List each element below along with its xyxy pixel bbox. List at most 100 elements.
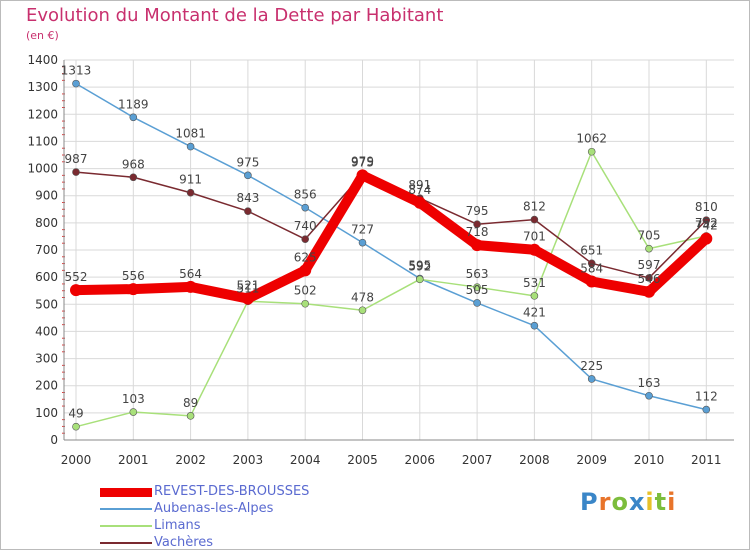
data-point-aubenas-les-alpes (72, 79, 80, 88)
chart-title: Evolution du Montant de la Dette par Hab… (26, 5, 444, 26)
data-point-vacheres (301, 235, 310, 243)
data-label-vacheres: 911 (179, 173, 202, 187)
series-line-limans (75, 150, 708, 428)
data-label-revest-des-brousses: 564 (179, 267, 202, 281)
y-tick-label: 1300 (27, 80, 58, 94)
x-tick-label: 2002 (175, 453, 206, 467)
data-label-limans: 511 (236, 281, 259, 295)
data-point-vacheres (645, 274, 653, 282)
logo-letter: t (654, 488, 668, 516)
data-label-aubenas-les-alpes: 975 (236, 155, 259, 169)
y-tick-label: 1100 (27, 134, 58, 148)
logo-letter: o (611, 488, 629, 516)
data-point-limans (72, 422, 80, 431)
logo-letter: P (580, 488, 599, 516)
data-label-limans: 705 (638, 229, 661, 243)
data-label-limans: 531 (523, 276, 546, 290)
data-label-limans: 49 (68, 407, 83, 421)
y-tick-label: 800 (35, 216, 58, 230)
data-point-limans (645, 244, 653, 253)
data-label-aubenas-les-alpes: 727 (351, 223, 374, 237)
x-tick-label: 2005 (347, 453, 378, 467)
data-label-vacheres: 810 (695, 200, 718, 214)
data-point-limans (186, 412, 195, 420)
data-label-vacheres: 979 (351, 154, 374, 168)
data-label-limans: 752 (695, 216, 718, 230)
y-tick-label: 300 (35, 352, 58, 366)
data-label-vacheres: 651 (580, 243, 603, 257)
data-point-limans (415, 275, 424, 284)
data-point-revest-des-brousses (127, 283, 140, 296)
data-label-revest-des-brousses: 521 (236, 279, 259, 293)
data-point-limans (473, 283, 481, 291)
data-label-vacheres: 843 (236, 191, 259, 205)
legend-label: Vachères (154, 535, 214, 550)
data-point-revest-des-brousses (70, 284, 82, 297)
y-tick-label: 0 (50, 433, 58, 447)
x-tick-label: 2011 (691, 453, 722, 467)
data-label-aubenas-les-alpes: 421 (523, 306, 546, 320)
y-tick-label: 1200 (27, 107, 58, 121)
data-label-aubenas-les-alpes: 856 (294, 188, 317, 202)
x-tick-label: 2001 (118, 453, 149, 467)
data-point-vacheres (587, 259, 596, 268)
legend-swatch (100, 487, 152, 497)
x-tick-label: 2000 (61, 453, 92, 467)
data-label-revest-des-brousses: 874 (408, 183, 431, 197)
x-tick-label: 2009 (576, 453, 607, 467)
data-label-aubenas-les-alpes: 163 (638, 376, 661, 390)
line-chart: 0 100 200 300 400 500 600 700 800 900 1000 1100 1200… (27, 53, 734, 467)
data-label-revest-des-brousses: 742 (695, 219, 718, 233)
data-label-limans: 592 (408, 259, 431, 273)
data-label-vacheres: 891 (408, 178, 431, 192)
data-point-limans (129, 408, 138, 416)
data-label-vacheres: 597 (638, 258, 661, 272)
data-label-vacheres: 795 (466, 204, 489, 218)
data-label-revest-des-brousses: 718 (466, 225, 489, 239)
x-tick-label: 2003 (233, 453, 264, 467)
data-point-limans (358, 306, 367, 315)
data-point-vacheres (72, 168, 80, 176)
series-line-aubenas-les-alpes (75, 82, 708, 411)
data-point-revest-des-brousses (356, 169, 369, 182)
data-point-aubenas-les-alpes (129, 113, 138, 122)
logo-letter: x (628, 488, 646, 516)
data-point-aubenas-les-alpes (358, 238, 367, 247)
data-point-vacheres (702, 216, 711, 224)
data-point-aubenas-les-alpes (645, 391, 653, 400)
data-label-revest-des-brousses: 552 (65, 270, 88, 284)
data-label-aubenas-les-alpes: 1189 (118, 97, 149, 111)
data-point-limans (301, 299, 310, 308)
data-label-revest-des-brousses: 701 (523, 230, 546, 244)
data-label-revest-des-brousses: 546 (638, 272, 661, 286)
y-tick-label: 600 (35, 270, 58, 284)
logo-letter: r (598, 488, 612, 516)
data-point-revest-des-brousses (184, 280, 197, 293)
x-tick-label: 2010 (634, 453, 665, 467)
data-point-vacheres (129, 173, 138, 182)
legend-label: REVEST-DES-BROUSSES (154, 484, 310, 499)
data-point-vacheres (244, 207, 252, 215)
data-point-revest-des-brousses (528, 243, 541, 256)
legend-swatch (100, 542, 152, 544)
data-label-aubenas-les-alpes: 505 (466, 283, 489, 297)
data-label-aubenas-les-alpes: 1081 (175, 127, 206, 141)
data-label-limans: 89 (183, 396, 198, 410)
data-point-vacheres (186, 188, 195, 197)
data-point-limans (530, 292, 539, 300)
legend-label: Aubenas-les-Alpes (154, 501, 274, 516)
data-point-vacheres (473, 220, 481, 229)
y-tick-label: 400 (35, 324, 58, 338)
data-point-limans (587, 147, 596, 156)
x-tick-label: 2006 (405, 453, 436, 467)
data-point-revest-des-brousses (585, 275, 598, 288)
data-label-revest-des-brousses: 625 (294, 250, 317, 264)
data-label-vacheres: 968 (122, 157, 145, 171)
x-tick-label: 2007 (462, 453, 493, 467)
data-point-revest-des-brousses (471, 239, 484, 252)
legend-label: Limans (154, 518, 201, 533)
legend-swatch (100, 508, 152, 510)
data-label-aubenas-les-alpes: 1313 (61, 64, 92, 78)
data-label-vacheres: 812 (523, 200, 546, 214)
data-label-vacheres: 740 (294, 219, 317, 233)
